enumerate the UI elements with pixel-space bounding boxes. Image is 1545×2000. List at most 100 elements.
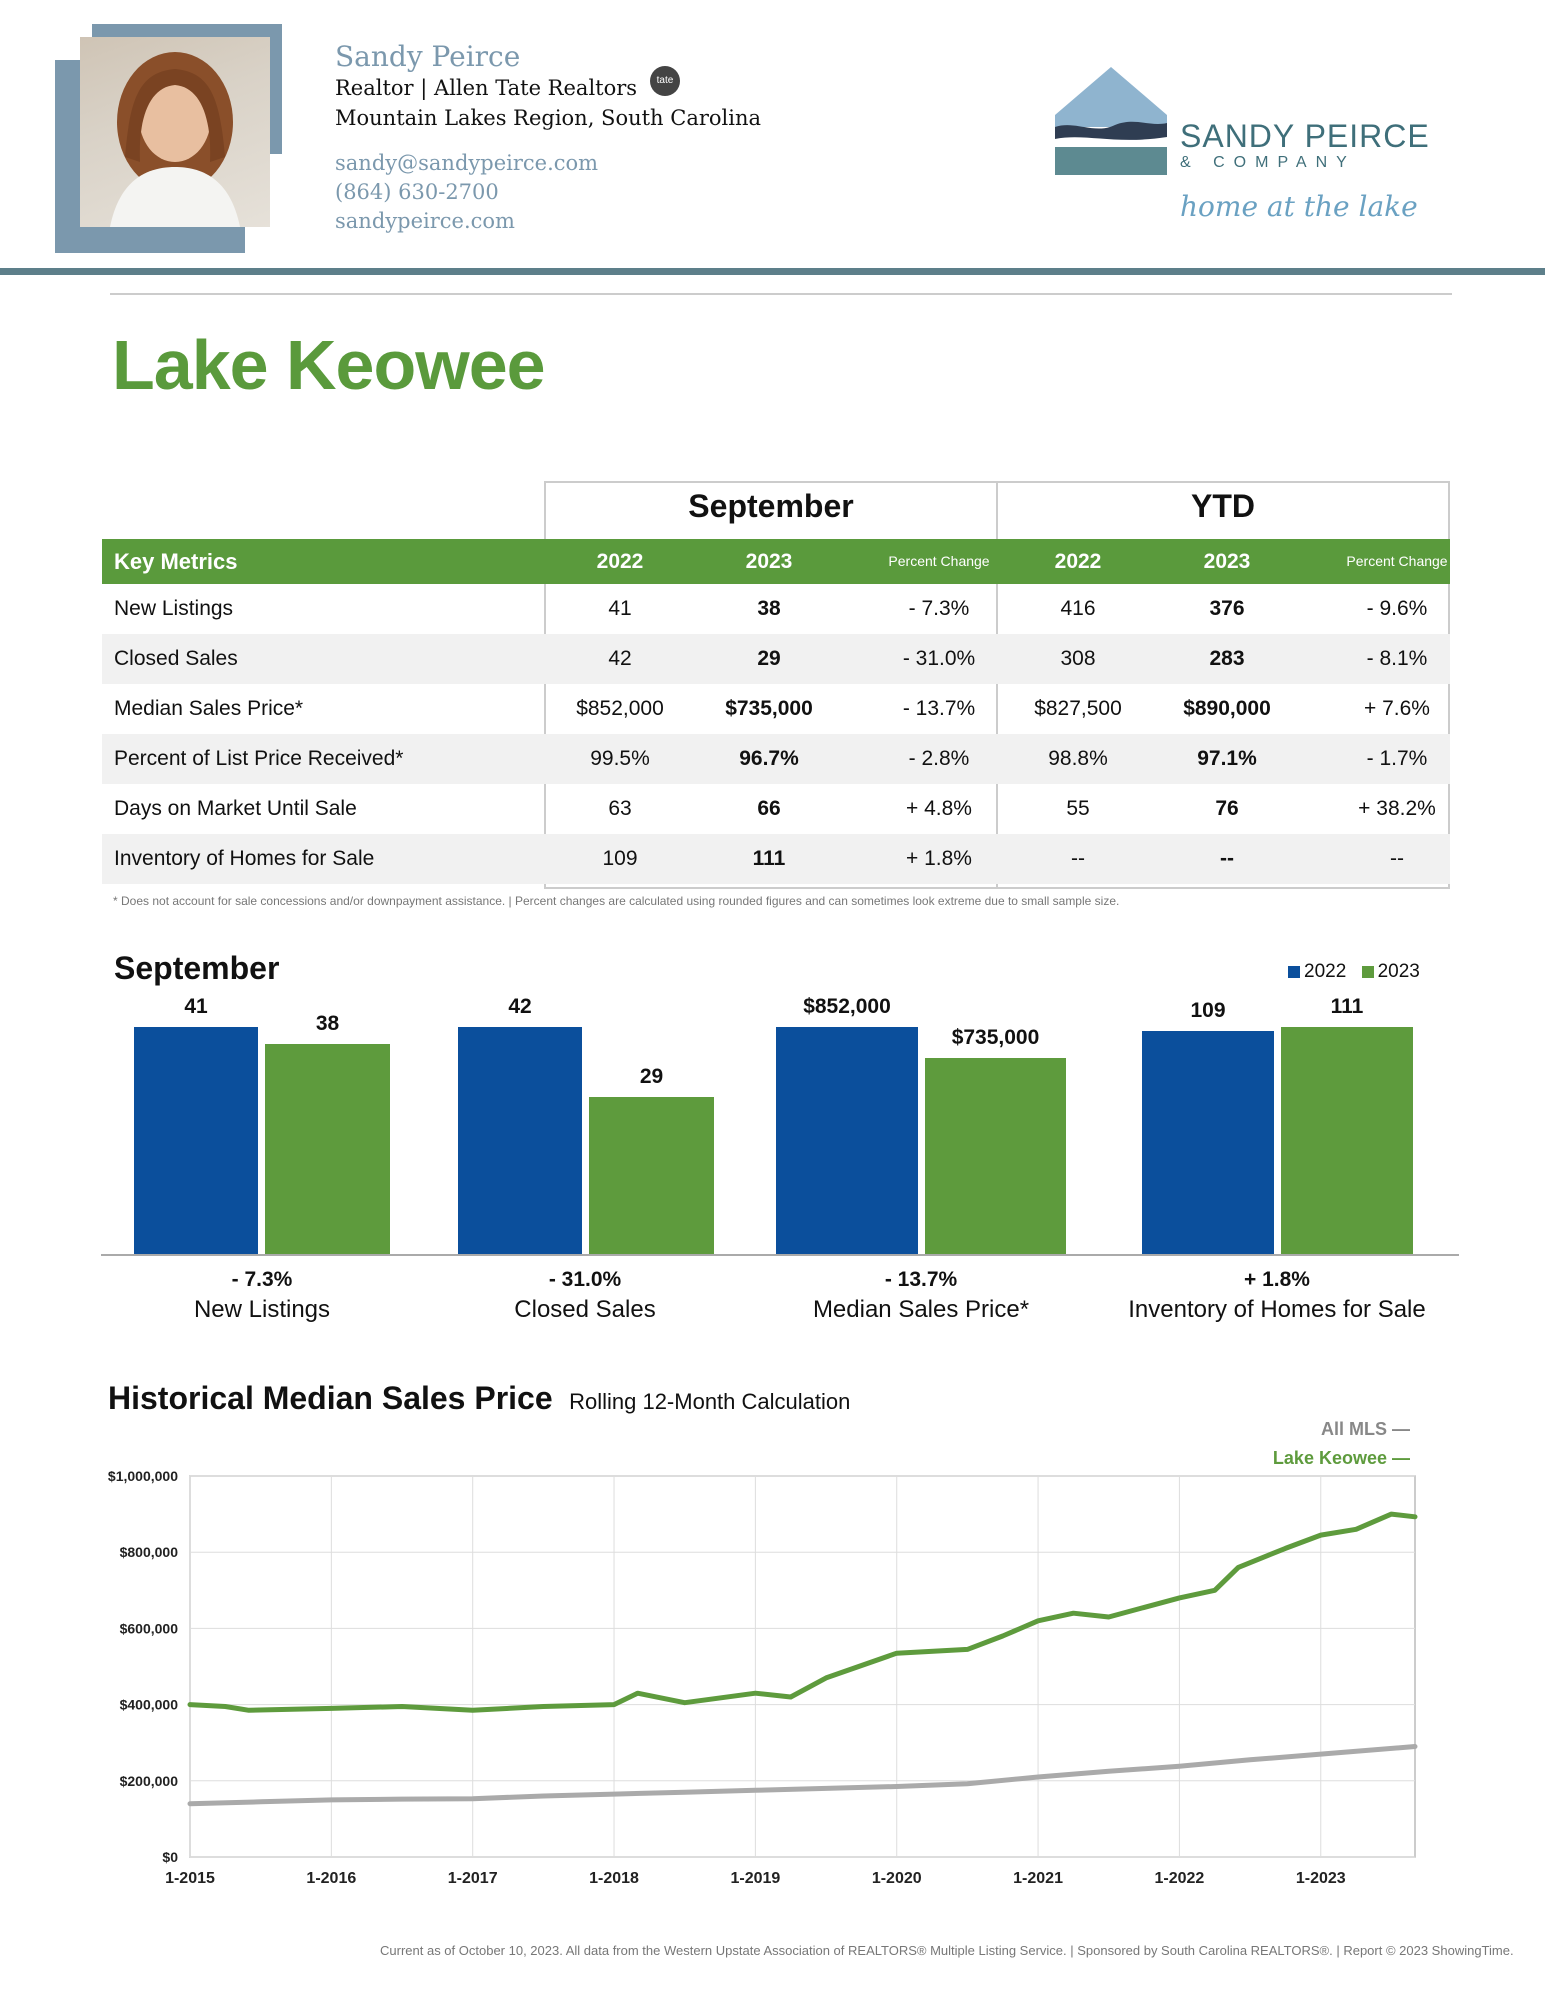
cell-s22: 109 (602, 847, 638, 870)
company-name: SANDY PEIRCE (1180, 118, 1430, 154)
cell-s23: 96.7% (739, 747, 799, 770)
x-tick-label: 1-2018 (589, 1870, 639, 1887)
cell-label: Percent of List Price Received* (114, 747, 404, 770)
y-tick-label: $0 (162, 1849, 178, 1865)
cell-s23: $735,000 (725, 697, 813, 720)
x-tick-label: 1-2016 (306, 1870, 356, 1887)
page-title: Lake Keowee (112, 326, 546, 404)
legend-2022-label: 2022 (1304, 961, 1347, 982)
cell-y23: $890,000 (1183, 697, 1271, 720)
y-tick-label: $800,000 (120, 1544, 179, 1560)
header-ytd-percent: Percent Change (1346, 553, 1448, 569)
agent-phone[interactable]: (864) 630-2700 (335, 180, 499, 204)
cell-label: Closed Sales (114, 647, 238, 670)
header-key-metrics: Key Metrics (114, 549, 238, 574)
bar-percent-change: - 13.7% (884, 1268, 958, 1291)
bar-2022-3 (1142, 1031, 1274, 1254)
historical-line-chart: $0 $200,000 $400,000 $600,000 $800,000 $1,000… (108, 1468, 1418, 1887)
legend-all-mls: All MLS — (1320, 1419, 1410, 1439)
bar-category-label: Median Sales Price* (812, 1296, 1030, 1323)
header-sep-2022: 2022 (596, 550, 644, 573)
bar-2022-2 (776, 1027, 918, 1254)
cell-s23: 66 (757, 797, 781, 820)
agent-website[interactable]: sandypeirce.com (335, 209, 515, 233)
header-sep-2023: 2023 (745, 550, 793, 573)
cell-y23: 76 (1215, 797, 1239, 820)
bar-category-label: Inventory of Homes for Sale (1128, 1296, 1426, 1323)
x-tick-label: 1-2022 (1155, 1870, 1205, 1887)
cell-s22: 99.5% (590, 747, 650, 770)
cell-label: Inventory of Homes for Sale (114, 847, 375, 870)
cell-y23: 376 (1209, 597, 1245, 620)
header-ytd-2022: 2022 (1054, 550, 1102, 573)
agent-name: Sandy Peirce (335, 40, 521, 73)
legend-all-mls-label: All MLS (1320, 1419, 1387, 1439)
title-divider (110, 293, 1452, 295)
table-row: New Listings 41 38 - 7.3% 416 376 - 9.6% (102, 584, 1450, 634)
september-group-title: September (688, 488, 854, 524)
cell-schg: + 1.8% (906, 847, 972, 870)
cell-schg: + 4.8% (906, 797, 972, 820)
cell-y22: 55 (1066, 797, 1090, 820)
bar-value-label: 41 (184, 995, 208, 1018)
bar-percent-change: - 31.0% (548, 1268, 622, 1291)
company-tagline: home at the lake (1180, 190, 1418, 223)
house-lake-icon (1055, 67, 1167, 175)
cell-s22: 42 (608, 647, 632, 670)
cell-y23: 97.1% (1197, 747, 1257, 770)
table-footnote: * Does not account for sale concessions … (113, 894, 1120, 908)
company-logo (1055, 65, 1167, 182)
bar-value-label: 42 (508, 995, 532, 1018)
series-line-all-mls (187, 1744, 1418, 1807)
cell-s23: 29 (757, 647, 781, 670)
cell-schg: - 2.8% (908, 747, 970, 770)
bar-percent-change: - 7.3% (231, 1268, 293, 1291)
agent-region: Mountain Lakes Region, South Carolina (335, 106, 761, 130)
x-tick-label: 1-2017 (448, 1870, 498, 1887)
table-row: Median Sales Price* $852,000 $735,000 - 13.… (102, 684, 1450, 734)
cell-ychg: + 7.6% (1364, 697, 1430, 720)
cell-s23: 38 (757, 597, 781, 620)
bar-2022-1 (458, 1027, 582, 1254)
cell-ychg: - 1.7% (1366, 747, 1428, 770)
tate-logo-icon: tate (650, 66, 680, 96)
cell-y22: 308 (1060, 647, 1096, 670)
cell-ychg: -- (1390, 847, 1404, 870)
cell-y22: -- (1071, 847, 1085, 870)
table-row: Percent of List Price Received* 99.5% 96.7… (102, 734, 1450, 784)
cell-label: New Listings (114, 597, 234, 620)
header-ytd-2023: 2023 (1203, 550, 1251, 573)
table-row: Days on Market Until Sale 63 66 + 4.8% 55 76 +… (102, 784, 1450, 834)
bar-value-label: 111 (1330, 995, 1364, 1018)
cell-y23: -- (1220, 847, 1234, 870)
cell-schg: - 31.0% (902, 647, 976, 670)
y-tick-label: $1,000,000 (108, 1468, 178, 1484)
legend-2023-label: 2023 (1377, 961, 1420, 982)
cell-y23: 283 (1209, 647, 1245, 670)
bar-category-label: New Listings (193, 1296, 331, 1323)
cell-ychg: - 9.6% (1366, 597, 1428, 620)
line-section-header: Historical Median Sales Price Rolling 12… (108, 1380, 850, 1417)
table-row: Inventory of Homes for Sale 109 111 + 1.8% -… (102, 834, 1450, 884)
header-divider (0, 268, 1545, 275)
bar-value-label: 38 (315, 1012, 340, 1035)
y-tick-label: $600,000 (120, 1620, 179, 1636)
page-footer: Current as of October 10, 2023. All data… (380, 1943, 1514, 1958)
cell-label: Median Sales Price* (114, 697, 304, 720)
cell-s22: 63 (608, 797, 632, 820)
agent-photo (80, 37, 270, 227)
bar-chart-baseline (101, 1254, 1459, 1256)
cell-y22: 98.8% (1048, 747, 1108, 770)
bar-section-title: September (114, 950, 280, 986)
cell-y22: $827,500 (1034, 697, 1122, 720)
cell-s23: 111 (752, 847, 786, 870)
table-row: Closed Sales 42 29 - 31.0% 308 283 - 8.1% (102, 634, 1450, 684)
cell-label: Days on Market Until Sale (114, 797, 357, 820)
bar-legend: 2022 2023 (1288, 961, 1420, 983)
agent-email[interactable]: sandy@sandypeirce.com (335, 151, 599, 175)
y-tick-label: $200,000 (120, 1773, 179, 1789)
bar-value-label: $735,000 (951, 1026, 1040, 1049)
header-sep-percent: Percent Change (888, 553, 990, 569)
legend-2022-swatch (1288, 965, 1300, 978)
cell-ychg: + 38.2% (1358, 797, 1436, 820)
